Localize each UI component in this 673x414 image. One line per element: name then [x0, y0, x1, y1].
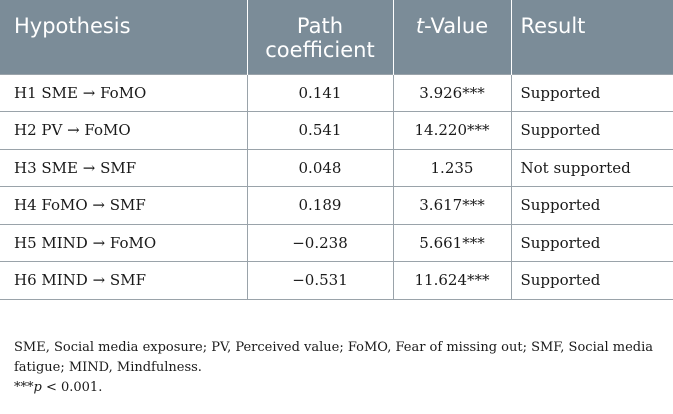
- sig-prefix: ***: [14, 380, 34, 395]
- table-row: H6 MIND → SMF −0.531 11.624*** Supported: [0, 261, 673, 300]
- table-row: H4 FoMO → SMF 0.189 3.617*** Supported: [0, 186, 673, 225]
- t-value-cell: 3.926***: [393, 73, 512, 112]
- path-coefficient-cell: −0.531: [247, 261, 394, 300]
- header-path-line2: coefficient: [265, 38, 375, 62]
- table-row: H5 MIND → FoMO −0.238 5.661*** Supported: [0, 224, 673, 262]
- header-path-line1: Path: [296, 14, 344, 38]
- result-cell: Supported: [511, 111, 673, 150]
- path-coefficient-cell: 0.189: [247, 186, 394, 225]
- hypothesis-cell: H4 FoMO → SMF: [0, 186, 248, 225]
- header-path-coefficient: Path coefficient: [247, 0, 394, 74]
- table-row: H2 PV → FoMO 0.541 14.220*** Supported: [0, 111, 673, 150]
- result-cell: Supported: [511, 224, 673, 262]
- result-cell: Not supported: [511, 149, 673, 187]
- table-row: H3 SME → SMF 0.048 1.235 Not supported: [0, 149, 673, 187]
- path-coefficient-cell: 0.048: [247, 149, 394, 187]
- t-value-cell: 3.617***: [393, 186, 512, 225]
- abbreviations-note: SME, Social media exposure; PV, Perceive…: [14, 340, 654, 375]
- path-coefficient-cell: 0.541: [247, 111, 394, 150]
- significance-note: ***p < 0.001.: [14, 378, 664, 398]
- table-header-row: Hypothesis Path coefficient t-Value Resu…: [0, 0, 673, 74]
- hypothesis-cell: H1 SME → FoMO: [0, 73, 248, 112]
- table-row: H1 SME → FoMO 0.141 3.926*** Supported: [0, 73, 673, 112]
- hypothesis-cell: H6 MIND → SMF: [0, 261, 248, 300]
- result-cell: Supported: [511, 186, 673, 225]
- header-result: Result: [520, 14, 586, 38]
- t-value-cell: 5.661***: [393, 224, 512, 262]
- result-cell: Supported: [511, 73, 673, 112]
- sig-rest: < 0.001.: [41, 380, 103, 395]
- result-cell: Supported: [511, 261, 673, 300]
- hypothesis-cell: H3 SME → SMF: [0, 149, 248, 187]
- hypothesis-cell: H2 PV → FoMO: [0, 111, 248, 150]
- table-notes: SME, Social media exposure; PV, Perceive…: [14, 338, 664, 398]
- sig-p: p: [33, 380, 42, 395]
- hypothesis-cell: H5 MIND → FoMO: [0, 224, 248, 262]
- t-value-cell: 14.220***: [393, 111, 512, 150]
- header-t-value: t-Value: [393, 0, 512, 74]
- t-value-cell: 11.624***: [393, 261, 512, 300]
- path-coefficient-cell: −0.238: [247, 224, 394, 262]
- results-table: Hypothesis Path coefficient t-Value Resu…: [0, 0, 673, 300]
- t-value-cell: 1.235: [393, 149, 512, 187]
- path-coefficient-cell: 0.141: [247, 73, 394, 112]
- header-t-italic: t: [415, 14, 425, 38]
- header-t-rest: -Value: [424, 14, 489, 38]
- header-hypothesis: Hypothesis: [0, 0, 248, 74]
